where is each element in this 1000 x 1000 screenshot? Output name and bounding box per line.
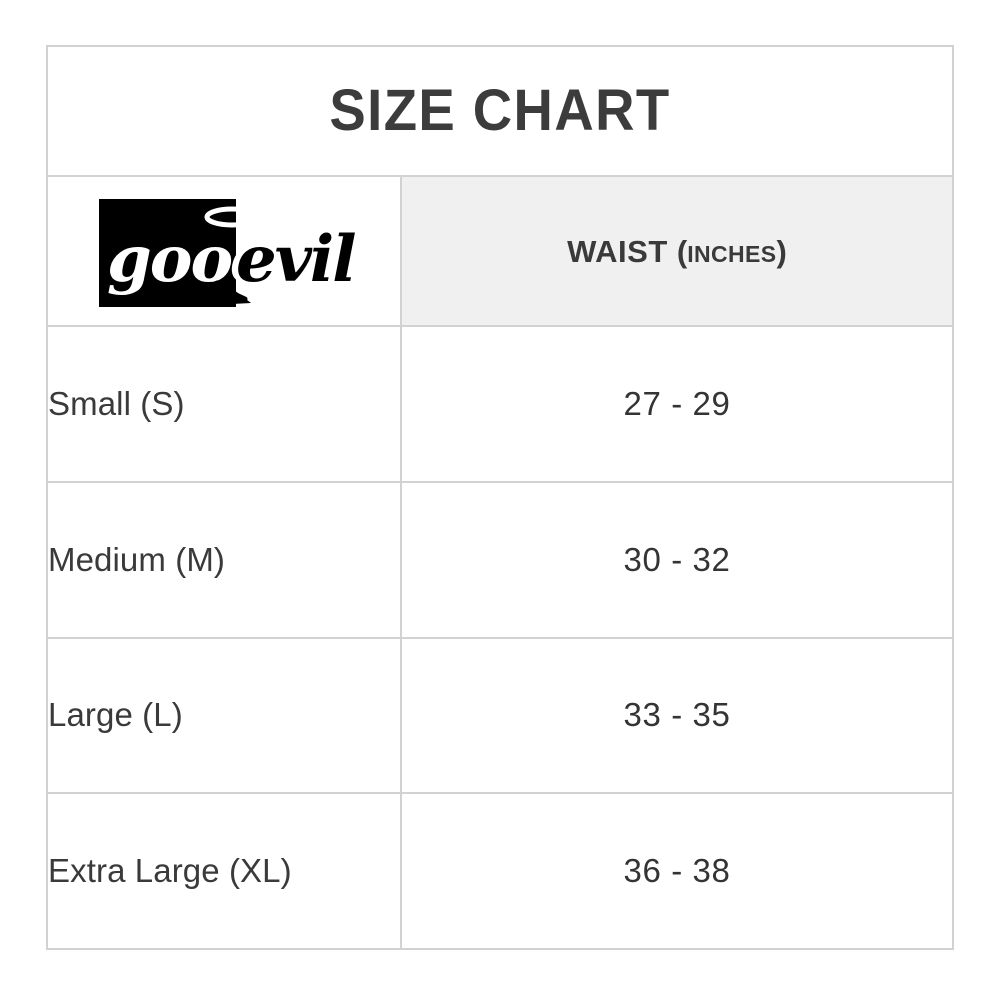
logo-devil-tail-icon	[214, 280, 251, 304]
logo-black-block	[99, 199, 236, 307]
logo-word-evil: evil	[236, 222, 355, 297]
table-header-row: good evil WAIST (INCHES)	[46, 175, 954, 327]
table-row: Small (S) 27 - 29	[46, 325, 954, 483]
brand-logo-cell: good evil	[46, 175, 402, 327]
title-cell: SIZE CHART	[46, 45, 954, 177]
table-row: Medium (M) 30 - 32	[46, 480, 954, 639]
waist-value-cell: 33 - 35	[400, 636, 954, 795]
goodevil-logo: good evil	[99, 195, 369, 307]
waist-header-word: WAIST	[567, 233, 668, 269]
size-chart-table: SIZE CHART	[46, 45, 954, 950]
page-title: SIZE CHART	[329, 78, 671, 143]
waist-header-label: WAIST (INCHES)	[402, 236, 952, 267]
waist-value-cell: 36 - 38	[400, 792, 954, 950]
goodevil-logo-icon: good evil	[99, 199, 357, 307]
waist-value-cell: 27 - 29	[400, 325, 954, 483]
waist-value-cell: 30 - 32	[400, 480, 954, 639]
logo-halo-icon	[207, 209, 257, 225]
logo-word-good: good	[107, 222, 275, 297]
waist-unit-close-paren: )	[776, 233, 787, 269]
waist-unit-open-paren: (	[676, 233, 688, 269]
title-row: SIZE CHART	[46, 45, 954, 177]
waist-unit-word: INCHES	[687, 240, 777, 267]
size-label-cell: Extra Large (XL)	[46, 792, 402, 950]
waist-header-cell: WAIST (INCHES)	[400, 175, 954, 327]
table-row: Extra Large (XL) 36 - 38	[46, 792, 954, 950]
size-label-cell: Small (S)	[46, 325, 402, 483]
table-row: Large (L) 33 - 35	[46, 636, 954, 795]
size-label-cell: Medium (M)	[46, 480, 402, 639]
size-label-cell: Large (L)	[46, 636, 402, 795]
